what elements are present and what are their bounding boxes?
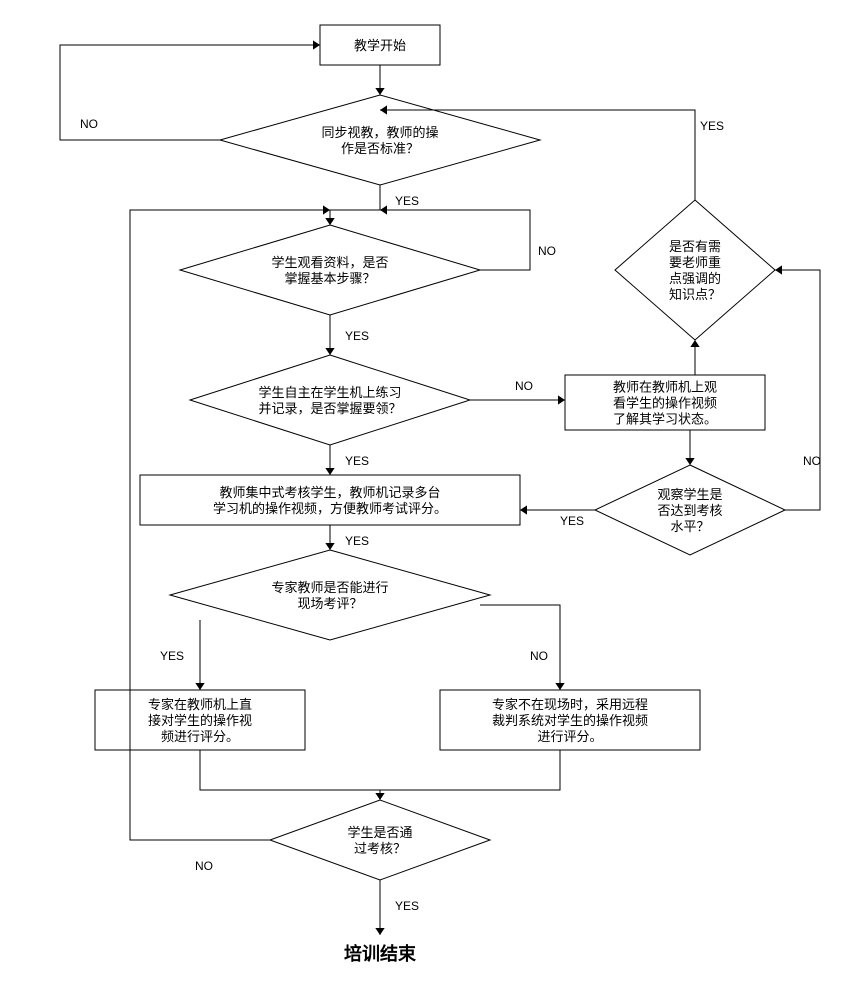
svg-text:学生观看资料，是否: 学生观看资料，是否 [271,255,388,270]
svg-text:知识点？: 知识点？ [669,287,721,302]
svg-text:是否有需: 是否有需 [669,239,721,254]
svg-text:NO: NO [80,117,98,131]
svg-text:NO: NO [195,859,213,873]
svg-text:看学生的操作视频: 看学生的操作视频 [613,396,717,411]
svg-text:否达到考核: 否达到考核 [657,503,722,518]
svg-text:NO: NO [803,454,821,468]
svg-text:YES: YES [395,899,419,913]
svg-text:YES: YES [160,649,184,663]
svg-text:掌握基本步骤？: 掌握基本步骤？ [284,271,375,286]
svg-text:学生自主在学生机上练习: 学生自主在学生机上练习 [258,385,401,400]
svg-text:现场考评？: 现场考评？ [297,596,362,611]
svg-text:NO: NO [515,379,533,393]
svg-text:教师在教师机上观: 教师在教师机上观 [613,380,717,395]
svg-text:接对学生的操作视: 接对学生的操作视 [148,713,252,728]
svg-text:作是否标准？: 作是否标准？ [341,141,419,156]
flowchart-canvas: 教学开始同步视教，教师的操作是否标准？ 学生观看资料，是否掌握基本步骤？ 学生自主在… [0,0,860,1000]
svg-text:YES: YES [345,534,369,548]
svg-text:要老师重: 要老师重 [669,255,721,270]
svg-text:YES: YES [345,329,369,343]
svg-text:专家教师是否能进行: 专家教师是否能进行 [271,580,388,595]
svg-text:YES: YES [395,194,419,208]
svg-text:进行评分。: 进行评分。 [537,729,602,744]
svg-text:学生是否通: 学生是否通 [347,825,412,840]
svg-text:YES: YES [560,514,584,528]
svg-text:观察学生是: 观察学生是 [657,487,722,502]
svg-text:教学开始: 教学开始 [354,38,406,53]
svg-text:YES: YES [345,454,369,468]
svg-text:并记录，是否掌握要领？: 并记录，是否掌握要领？ [258,401,401,416]
svg-text:了解其学习状态。: 了解其学习状态。 [613,412,717,427]
svg-text:YES: YES [700,119,724,133]
svg-text:裁判系统对学生的操作视频: 裁判系统对学生的操作视频 [492,713,648,728]
svg-text:教师集中式考核学生，教师机记录多台: 教师集中式考核学生，教师机记录多台 [219,485,440,500]
svg-text:同步视教，教师的操: 同步视教，教师的操 [321,125,438,140]
svg-text:学习机的操作视频，方便教师考试评分。: 学习机的操作视频，方便教师考试评分。 [213,501,447,516]
svg-text:NO: NO [530,649,548,663]
svg-text:点强调的: 点强调的 [669,271,721,286]
svg-text:过考核？: 过考核？ [354,841,406,856]
svg-text:专家在教师机上直: 专家在教师机上直 [148,697,252,712]
svg-text:专家不在现场时，采用远程: 专家不在现场时，采用远程 [492,697,648,712]
svg-text:培训结束: 培训结束 [344,943,417,964]
svg-text:NO: NO [538,244,556,258]
svg-text:频进行评分。: 频进行评分。 [161,729,239,744]
svg-text:水平？: 水平？ [670,519,709,534]
